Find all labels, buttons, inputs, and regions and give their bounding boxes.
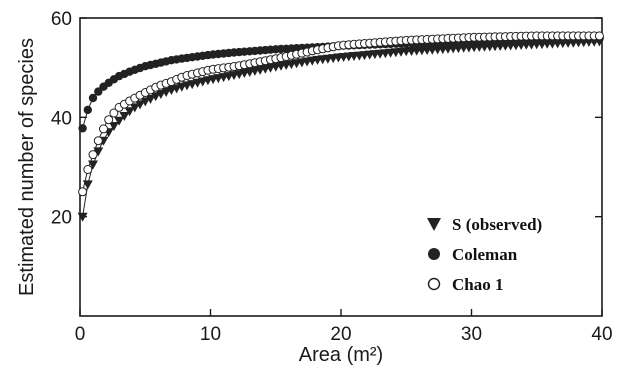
legend-label-chao1: Chao 1 bbox=[452, 275, 503, 294]
data-point-chao-1 bbox=[109, 108, 119, 118]
data-point-s-observed bbox=[108, 122, 119, 131]
legend-marker-chao1 bbox=[427, 277, 441, 291]
data-point-coleman bbox=[83, 105, 93, 115]
data-point-s-observed bbox=[124, 107, 135, 117]
data-point-coleman bbox=[88, 93, 98, 103]
x-tick-label: 40 bbox=[591, 324, 612, 345]
data-point-s-observed bbox=[161, 88, 172, 97]
y-tick-label: 60 bbox=[51, 9, 72, 30]
data-point-s-observed bbox=[155, 90, 166, 99]
data-point-chao-1 bbox=[78, 187, 88, 197]
data-markers bbox=[77, 31, 605, 222]
legend-label-coleman: Coleman bbox=[452, 245, 518, 264]
legend-marker-s-observed bbox=[427, 218, 441, 231]
data-point-s-observed bbox=[135, 100, 145, 110]
x-tick-label: 20 bbox=[330, 324, 351, 345]
data-point-s-observed bbox=[82, 180, 93, 190]
x-tick-label: 0 bbox=[75, 324, 86, 345]
y-tick-label: 40 bbox=[51, 108, 72, 129]
plot-frame bbox=[79, 17, 603, 317]
legend-label-s-observed: S (observed) bbox=[452, 215, 542, 234]
y-axis-title: Estimated number of species bbox=[16, 38, 38, 296]
axis-ticks: 0 10 20 30 40 20 40 60 bbox=[51, 9, 613, 345]
data-point-s-observed bbox=[129, 103, 140, 113]
data-point-s-observed bbox=[93, 147, 104, 157]
data-point-chao-1 bbox=[594, 31, 604, 41]
data-point-s-observed bbox=[88, 160, 98, 170]
y-tick-label: 20 bbox=[51, 208, 72, 229]
data-point-chao-1 bbox=[99, 124, 108, 134]
data-point-coleman bbox=[78, 124, 87, 133]
legend: S (observed) Coleman Chao 1 bbox=[427, 215, 542, 294]
legend-marker-coleman bbox=[428, 248, 440, 260]
x-tick-label: 10 bbox=[200, 324, 221, 345]
x-axis-title: Area (m²) bbox=[299, 344, 383, 366]
data-point-s-observed bbox=[140, 97, 151, 107]
data-point-chao-1 bbox=[83, 165, 93, 174]
data-point-chao-1 bbox=[93, 136, 103, 146]
data-point-chao-1 bbox=[104, 115, 114, 125]
data-point-s-observed bbox=[77, 212, 88, 222]
data-point-s-observed bbox=[114, 116, 125, 126]
data-point-s-observed bbox=[145, 94, 156, 104]
data-point-s-observed bbox=[119, 112, 130, 121]
x-tick-label: 30 bbox=[461, 324, 482, 345]
data-point-chao-1 bbox=[88, 150, 98, 160]
data-point-s-observed bbox=[150, 92, 161, 102]
